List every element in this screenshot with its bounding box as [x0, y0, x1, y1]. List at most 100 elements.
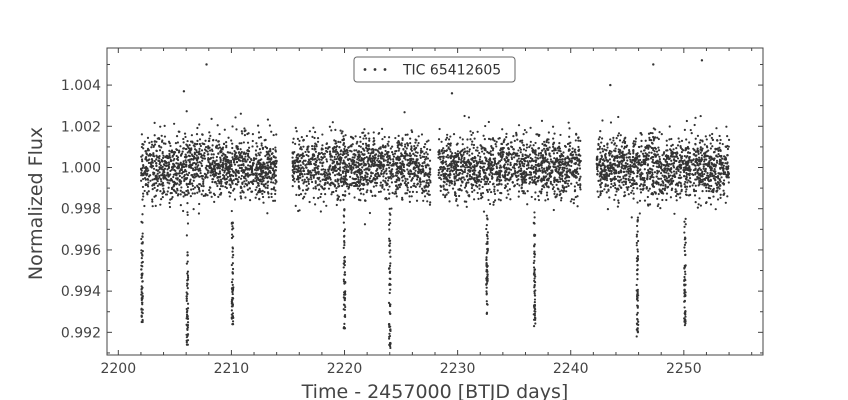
data-point: [452, 173, 456, 176]
data-point: [301, 161, 304, 164]
data-point: [244, 196, 247, 199]
data-point: [469, 138, 472, 141]
data-point: [160, 134, 163, 137]
data-point: [339, 150, 342, 153]
data-point: [596, 148, 599, 151]
data-point: [556, 151, 559, 155]
data-point: [716, 181, 720, 184]
data-point: [534, 149, 537, 152]
data-point: [726, 134, 729, 138]
data-point: [448, 200, 451, 203]
data-point: [175, 148, 178, 151]
data-point: [492, 201, 495, 204]
data-point: [565, 164, 568, 167]
data-point: [557, 188, 560, 191]
data-point: [405, 184, 408, 187]
data-point: [149, 153, 153, 156]
data-point: [142, 195, 145, 198]
data-point: [415, 139, 418, 142]
data-point: [295, 193, 298, 196]
data-point: [545, 194, 549, 197]
data-point: [603, 144, 606, 148]
data-point: [537, 198, 541, 202]
data-point: [522, 133, 525, 136]
data-point: [314, 171, 317, 174]
data-point: [470, 143, 473, 146]
data-point: [224, 153, 227, 157]
data-point: [257, 136, 261, 139]
data-point: [560, 196, 563, 200]
data-point: [345, 155, 348, 158]
data-point: [314, 203, 317, 206]
data-point: [232, 161, 236, 164]
data-point: [214, 145, 218, 149]
data-point: [220, 182, 223, 185]
data-point: [329, 164, 332, 167]
data-point: [501, 174, 504, 177]
data-point: [320, 148, 323, 151]
data-point: [413, 154, 417, 157]
data-point: [389, 161, 392, 164]
data-point: [333, 155, 336, 159]
data-point: [342, 150, 345, 153]
data-point: [378, 160, 381, 163]
data-point: [466, 172, 469, 175]
data-point: [521, 189, 524, 193]
data-point: [438, 127, 441, 131]
data-point: [213, 200, 216, 203]
data-point: [378, 131, 381, 135]
data-point: [192, 158, 195, 161]
data-point: [446, 133, 449, 136]
data-point: [155, 140, 158, 143]
data-point: [335, 169, 338, 172]
data-point: [146, 149, 149, 152]
data-point: [551, 149, 554, 153]
data-point: [225, 156, 229, 159]
data-point: [534, 191, 537, 194]
data-point: [553, 163, 556, 166]
data-point: [381, 152, 384, 155]
data-point: [258, 153, 261, 157]
data-point: [541, 178, 544, 181]
data-point: [159, 203, 162, 206]
data-point: [441, 166, 444, 169]
data-point: [337, 140, 340, 143]
data-point: [255, 142, 258, 145]
data-point: [359, 173, 362, 176]
data-point: [417, 141, 420, 145]
data-point: [383, 188, 386, 191]
data-point: [291, 156, 294, 159]
data-point: [147, 161, 151, 165]
data-point: [217, 162, 220, 165]
data-point: [437, 153, 440, 156]
data-point: [622, 170, 625, 173]
data-point: [481, 196, 484, 199]
data-point: [151, 205, 154, 208]
data-point: [402, 169, 405, 172]
data-point: [221, 169, 225, 172]
data-point: [478, 173, 481, 176]
data-point: [182, 162, 185, 165]
data-point: [414, 169, 417, 172]
data-point: [387, 176, 390, 179]
data-point: [445, 173, 448, 176]
data-point: [502, 151, 505, 154]
data-point: [147, 175, 151, 178]
data-point: [254, 188, 257, 192]
data-point: [541, 142, 544, 146]
data-point: [243, 127, 246, 130]
data-point: [543, 140, 546, 143]
data-point: [445, 193, 448, 196]
data-point: [360, 172, 363, 175]
data-point: [395, 195, 398, 198]
data-point: [404, 150, 407, 153]
data-point: [174, 169, 177, 173]
data-point: [243, 169, 246, 173]
data-point: [268, 170, 271, 173]
data-point: [570, 198, 574, 201]
data-point: [296, 137, 300, 141]
data-point: [157, 155, 160, 159]
data-point: [456, 152, 460, 155]
data-point: [170, 187, 174, 191]
data-point: [343, 152, 346, 155]
